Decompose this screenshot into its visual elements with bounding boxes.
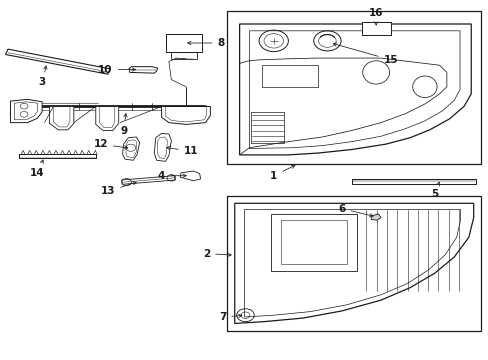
Polygon shape bbox=[5, 49, 110, 74]
Text: 10: 10 bbox=[98, 64, 135, 75]
Text: 6: 6 bbox=[338, 204, 372, 217]
Polygon shape bbox=[351, 179, 475, 184]
Polygon shape bbox=[154, 134, 171, 161]
Text: 2: 2 bbox=[203, 248, 231, 258]
Polygon shape bbox=[361, 22, 390, 35]
Polygon shape bbox=[180, 171, 200, 181]
Polygon shape bbox=[161, 107, 210, 125]
Polygon shape bbox=[49, 107, 74, 130]
Bar bbox=[227, 196, 480, 330]
Text: 8: 8 bbox=[187, 38, 224, 48]
Polygon shape bbox=[122, 176, 175, 184]
Bar bbox=[166, 34, 201, 52]
Polygon shape bbox=[171, 52, 196, 59]
Text: 14: 14 bbox=[30, 160, 44, 178]
Text: 13: 13 bbox=[101, 182, 136, 197]
Polygon shape bbox=[10, 99, 42, 123]
Text: 16: 16 bbox=[368, 8, 383, 25]
Text: 3: 3 bbox=[39, 66, 47, 87]
Polygon shape bbox=[370, 214, 380, 220]
Polygon shape bbox=[129, 67, 158, 73]
Text: 1: 1 bbox=[269, 165, 294, 181]
Text: 7: 7 bbox=[219, 312, 242, 322]
Bar bbox=[227, 12, 480, 164]
Polygon shape bbox=[122, 137, 140, 160]
Polygon shape bbox=[96, 107, 119, 131]
Polygon shape bbox=[234, 203, 473, 323]
Polygon shape bbox=[19, 154, 96, 158]
Text: 4: 4 bbox=[158, 171, 186, 181]
Text: 11: 11 bbox=[166, 146, 198, 156]
Text: 12: 12 bbox=[93, 139, 127, 149]
Text: 5: 5 bbox=[430, 182, 439, 199]
Text: 15: 15 bbox=[333, 43, 397, 65]
Text: 9: 9 bbox=[120, 114, 127, 135]
Polygon shape bbox=[239, 24, 470, 155]
